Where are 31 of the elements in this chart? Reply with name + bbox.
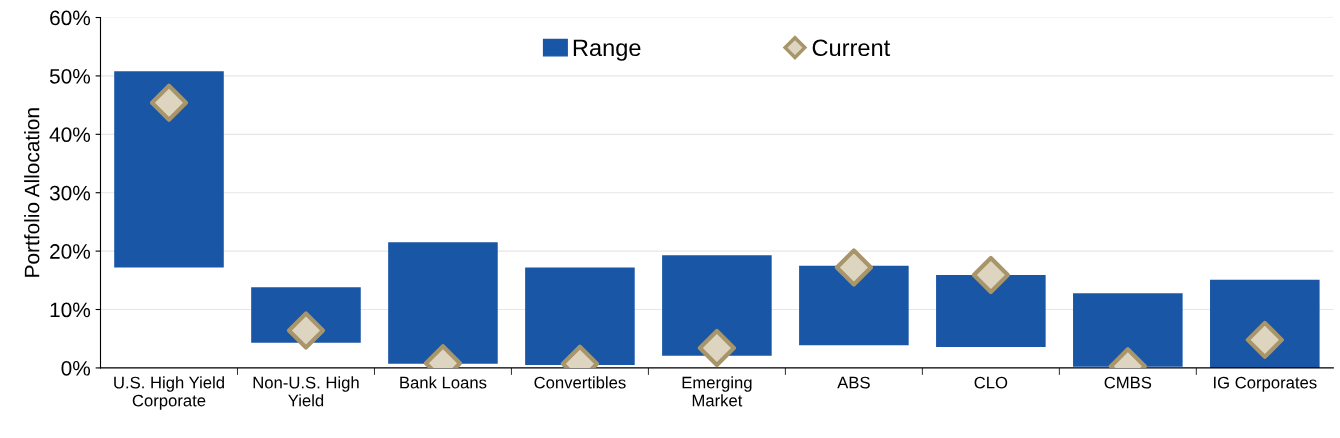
point [971, 255, 1010, 295]
y-tick-label: 0% [61, 360, 91, 376]
bar [1073, 293, 1183, 367]
x-tick-label: IG Corporates [1214, 376, 1317, 392]
y-tick-label: 40% [49, 127, 91, 143]
legend-label: Current [812, 39, 891, 57]
y-tick-label: 60% [50, 10, 91, 26]
x-tick-label: Convertibles [534, 376, 626, 389]
x-tick-label: CLO [974, 376, 1008, 389]
y-axis-title: Portfolio Allocation [24, 108, 40, 277]
x-tick-label: ABS [837, 376, 870, 389]
bar [799, 265, 909, 346]
x-tick-label: U.S. High Yield Corporate [114, 376, 224, 410]
y-tick-label: 20% [50, 244, 91, 259]
y-tick-label: 50% [49, 68, 91, 84]
point [834, 248, 873, 287]
y-tick-label: 10% [50, 302, 91, 318]
point [149, 83, 189, 122]
bar [388, 242, 498, 364]
bar [525, 267, 635, 365]
bar [936, 275, 1046, 347]
bar [114, 71, 224, 268]
x-tick-label: Non-U.S. High Yield [253, 376, 359, 407]
x-tick-label: Emerging Market [682, 376, 752, 407]
x-tick-label: CMBS [1104, 376, 1152, 389]
bar [1210, 279, 1320, 368]
bar [662, 255, 772, 356]
legend-label: Range [573, 39, 641, 61]
x-tick-label: Bank Loans [400, 376, 487, 389]
y-tick-label: 30% [49, 185, 91, 201]
point [697, 328, 736, 368]
